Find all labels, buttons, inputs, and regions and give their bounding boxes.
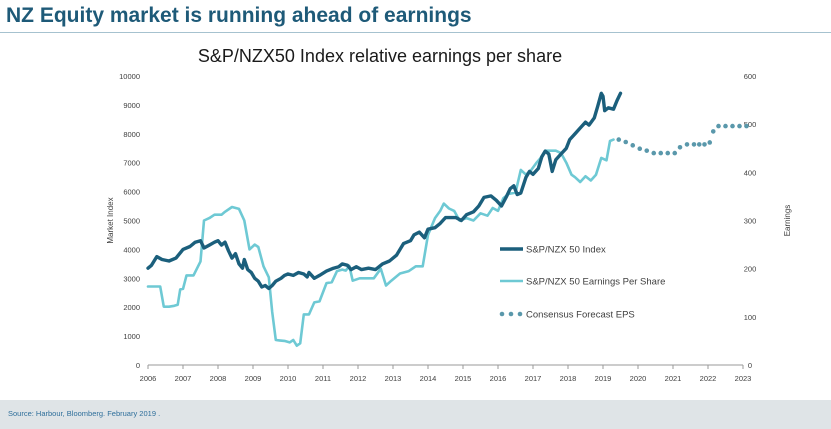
forecast-eps-point xyxy=(707,140,713,145)
forecast-eps-point xyxy=(658,150,664,156)
y-tick-label: 3000 xyxy=(123,274,140,283)
forecast-eps-point xyxy=(684,142,690,147)
footer: Source: Harbour, Bloomberg. February 201… xyxy=(0,400,831,429)
x-tick-label: 2021 xyxy=(665,374,682,383)
x-tick-label: 2016 xyxy=(490,374,507,383)
x-tick-label: 2012 xyxy=(350,374,367,383)
chart: S&P/NZX50 Index relative earnings per sh… xyxy=(0,36,831,400)
forecast-eps-point xyxy=(744,123,749,129)
y-tick-label: 2000 xyxy=(123,303,140,312)
y-tick-label: 5000 xyxy=(123,217,140,226)
y-tick-label: 0 xyxy=(136,361,140,370)
y-tick-label: 7000 xyxy=(123,159,140,168)
chart-svg: S&P/NZX50 Index relative earnings per sh… xyxy=(106,46,792,383)
source-note: Source: Harbour, Bloomberg. February 201… xyxy=(8,409,161,418)
forecast-eps-point xyxy=(696,142,702,147)
forecast-eps-point xyxy=(665,150,671,156)
forecast-eps-point xyxy=(623,139,629,145)
slide-title: NZ Equity market is running ahead of ear… xyxy=(6,4,472,27)
y-tick-label: 9000 xyxy=(123,101,140,110)
y2-tick-label: 200 xyxy=(744,265,757,274)
x-tick-label: 2014 xyxy=(420,374,437,383)
forecast-eps-point xyxy=(644,148,650,153)
axes: 2006 2007 2008 2009 2010 2011 2012 2013 2014 2015… xyxy=(106,72,792,383)
forecast-eps-point xyxy=(737,123,742,129)
forecast-eps-point xyxy=(723,123,728,129)
x-tick-label: 2011 xyxy=(315,374,331,383)
x-tick-label: 2019 xyxy=(595,374,612,383)
y-tick-label: 8000 xyxy=(123,130,140,139)
forecast-eps-point xyxy=(677,144,683,150)
legend: S&P/NZX 50 Index S&P/NZX 50 Earnings Per … xyxy=(499,245,665,321)
y2-tick-label: 400 xyxy=(744,168,757,177)
legend-label: Consensus Forecast EPS xyxy=(526,310,635,321)
y-tick-label: 1000 xyxy=(123,332,140,341)
forecast-eps-point xyxy=(710,129,716,134)
y2-tick-label: 600 xyxy=(744,72,757,81)
y-axis-label: Market Index xyxy=(106,197,115,243)
x-tick-label: 2017 xyxy=(525,374,542,383)
legend-label: S&P/NZX 50 Index xyxy=(526,245,606,256)
y2-tick-label: 0 xyxy=(748,361,752,370)
legend-swatch-dot xyxy=(517,311,523,317)
x-tick-label: 2020 xyxy=(630,374,647,383)
forecast-eps-point xyxy=(616,137,622,142)
x-tick-label: 2018 xyxy=(560,374,577,383)
forecast-eps-point xyxy=(630,143,636,148)
forecast-eps-point xyxy=(702,142,707,147)
series-layer xyxy=(146,91,749,347)
forecast-eps-point xyxy=(637,146,643,152)
x-tick-label: 2008 xyxy=(210,374,227,383)
title-divider xyxy=(0,32,831,33)
forecast-eps-point xyxy=(716,123,721,129)
forecast-eps-point xyxy=(672,150,678,156)
x-tick-label: 2007 xyxy=(175,374,192,383)
y-tick-label: 10000 xyxy=(119,72,140,81)
x-tick-label: 2022 xyxy=(700,374,717,383)
x-tick-label: 2006 xyxy=(140,374,157,383)
forecast-eps-point xyxy=(691,142,697,147)
y2-tick-label: 100 xyxy=(744,313,757,322)
y2-axis-label: Earnings xyxy=(783,205,792,237)
y2-tick-label: 500 xyxy=(744,120,757,129)
legend-label: S&P/NZX 50 Earnings Per Share xyxy=(526,277,665,288)
y-tick-label: 6000 xyxy=(123,188,140,197)
legend-swatch-dot xyxy=(499,311,505,317)
legend-swatch-dot xyxy=(508,311,514,317)
x-tick-label: 2023 xyxy=(735,374,752,383)
y-tick-label: 4000 xyxy=(123,245,140,254)
x-tick-label: 2015 xyxy=(455,374,472,383)
chart-title: S&P/NZX50 Index relative earnings per sh… xyxy=(198,46,562,66)
x-tick-label: 2009 xyxy=(245,374,262,383)
x-tick-label: 2010 xyxy=(280,374,297,383)
forecast-eps-point xyxy=(730,123,735,129)
index-series-line xyxy=(146,91,623,291)
x-tick-label: 2013 xyxy=(385,374,402,383)
forecast-eps-point xyxy=(651,150,657,156)
y2-tick-label: 300 xyxy=(744,217,757,226)
